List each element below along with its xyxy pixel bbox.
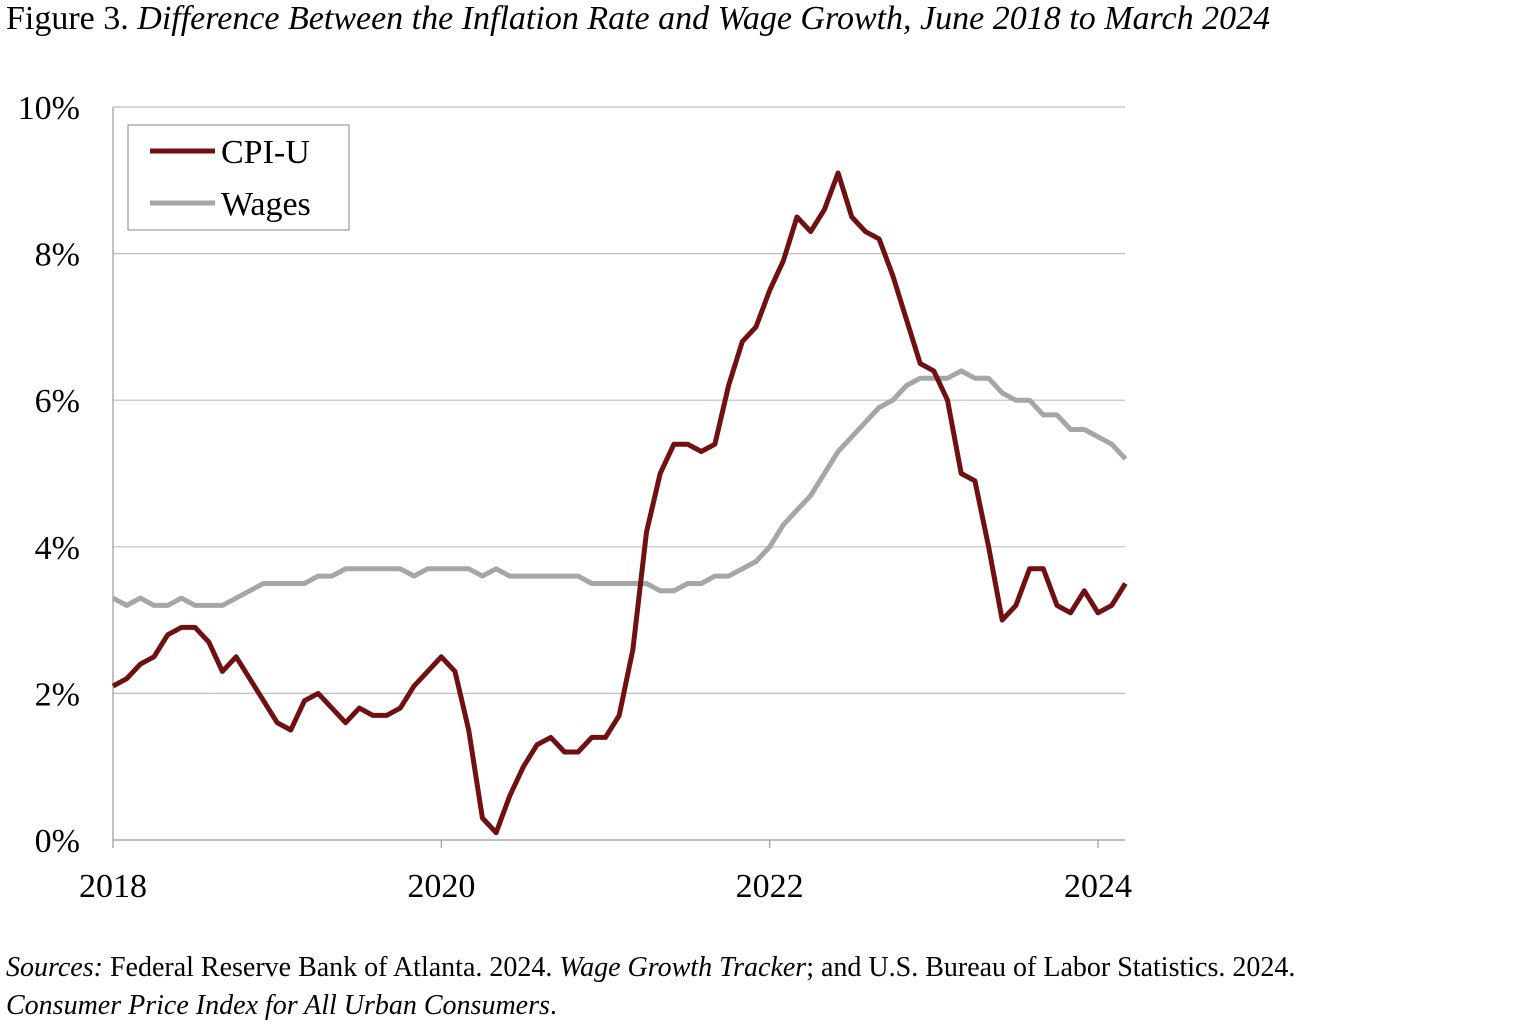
y-tick-label: 4% bbox=[35, 530, 80, 567]
y-tick-label: 2% bbox=[35, 676, 80, 713]
y-tick-label: 0% bbox=[35, 823, 80, 860]
y-tick-label: 8% bbox=[35, 237, 80, 274]
chart-title: Figure 3. Difference Between the Inflati… bbox=[6, 0, 1270, 38]
source-title: Wage Growth Tracker bbox=[559, 952, 807, 983]
x-tick-label: 2022 bbox=[736, 868, 804, 905]
sources-label: Sources: bbox=[6, 952, 103, 983]
x-tick-label: 2018 bbox=[79, 868, 147, 905]
legend-label: CPI-U bbox=[221, 134, 310, 171]
legend-label: Wages bbox=[221, 186, 311, 223]
x-tick-label: 2020 bbox=[407, 868, 475, 905]
source-title: Consumer Price Index for All Urban Consu… bbox=[6, 990, 550, 1021]
y-tick-label: 10% bbox=[18, 90, 80, 127]
y-tick-label: 6% bbox=[35, 383, 80, 420]
series-line-wages bbox=[111, 368, 1128, 608]
figure-number: Figure 3. bbox=[6, 0, 129, 37]
x-tick-label: 2024 bbox=[1064, 868, 1132, 905]
source-text: . bbox=[549, 990, 557, 1021]
sources-line-1: Sources: Federal Reserve Bank of Atlanta… bbox=[6, 952, 1295, 984]
source-text: ; and U.S. Bureau of Labor Statistics. 2… bbox=[806, 952, 1296, 983]
sources-line-2: Consumer Price Index for All Urban Consu… bbox=[6, 990, 557, 1022]
source-text: Federal Reserve Bank of Atlanta. 2024. bbox=[102, 952, 560, 983]
legend-box bbox=[127, 124, 350, 231]
series-line-cpi-u bbox=[111, 170, 1128, 836]
figure-title: Difference Between the Inflation Rate an… bbox=[137, 0, 1271, 37]
